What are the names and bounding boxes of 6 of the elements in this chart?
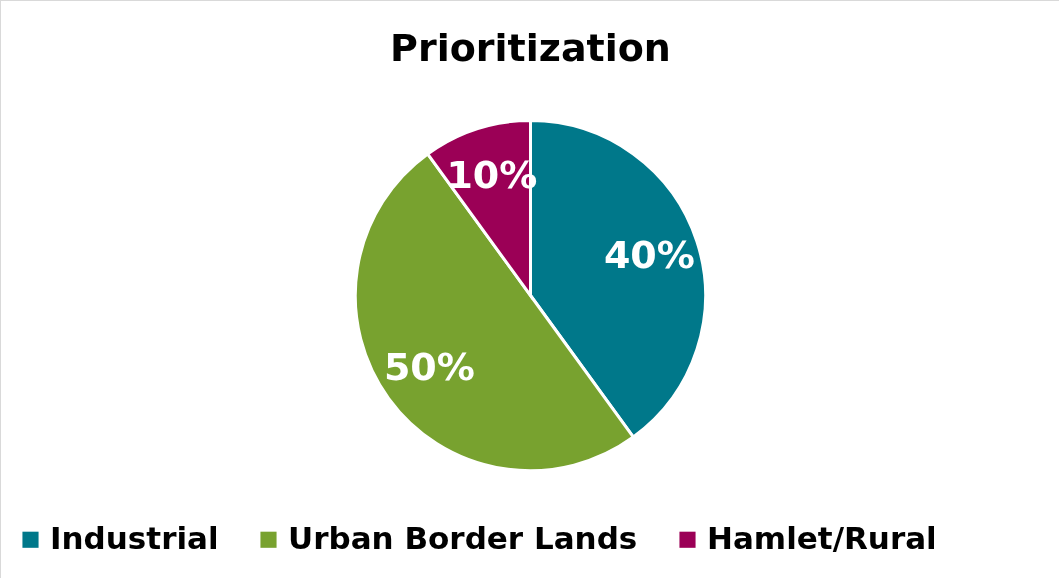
legend-label: Industrial <box>50 519 219 556</box>
legend-label: Hamlet/Rural <box>707 519 937 556</box>
legend-label: Urban Border Lands <box>288 519 638 556</box>
data-label: 50% <box>383 344 475 389</box>
data-label: 40% <box>603 232 695 277</box>
chart-title: Prioritization <box>390 26 671 70</box>
